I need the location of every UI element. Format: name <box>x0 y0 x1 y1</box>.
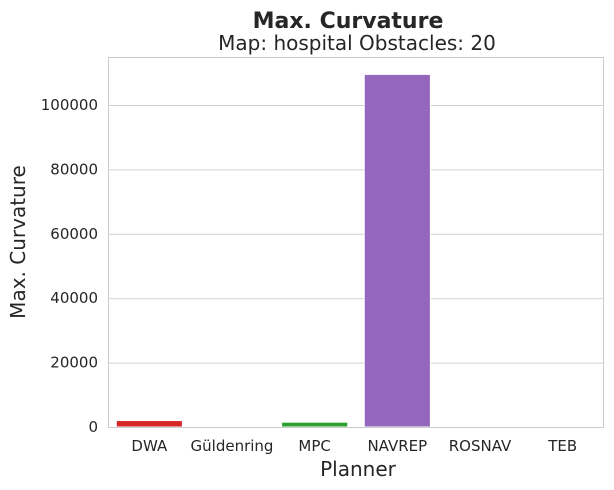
x-tick-label-teb: TEB <box>547 437 577 455</box>
x-tick-label-dwa: DWA <box>131 437 168 455</box>
y-tick-label-100000: 100000 <box>41 96 98 114</box>
plot-frame <box>108 57 604 428</box>
chart-title: Max. Curvature <box>253 9 444 34</box>
x-tick-label-güldenring: Güldenring <box>191 437 274 455</box>
y-tick-label-20000: 20000 <box>50 354 98 372</box>
y-tick-label-40000: 40000 <box>50 289 98 307</box>
x-tick-label-rosnav: ROSNAV <box>449 437 512 455</box>
grid-lines <box>108 105 604 428</box>
bar-dwa <box>115 420 183 428</box>
bar-navrep <box>363 73 431 428</box>
y-axis-label: Max. Curvature <box>6 165 30 319</box>
x-tick-label-mpc: MPC <box>298 437 330 455</box>
y-tick-label-0: 0 <box>88 418 98 436</box>
bars <box>115 73 431 428</box>
y-tick-label-80000: 80000 <box>50 160 98 178</box>
chart-subtitle: Map: hospital Obstacles: 20 <box>218 31 496 55</box>
y-tick-labels: 0 20000 40000 60000 80000 100000 <box>41 96 98 436</box>
x-tick-label-navrep: NAVREP <box>367 437 427 455</box>
bar-mpc <box>281 421 349 428</box>
x-axis-label: Planner <box>320 457 397 481</box>
x-tick-labels: DWA Güldenring MPC NAVREP ROSNAV TEB <box>131 437 577 455</box>
y-tick-label-60000: 60000 <box>50 225 98 243</box>
